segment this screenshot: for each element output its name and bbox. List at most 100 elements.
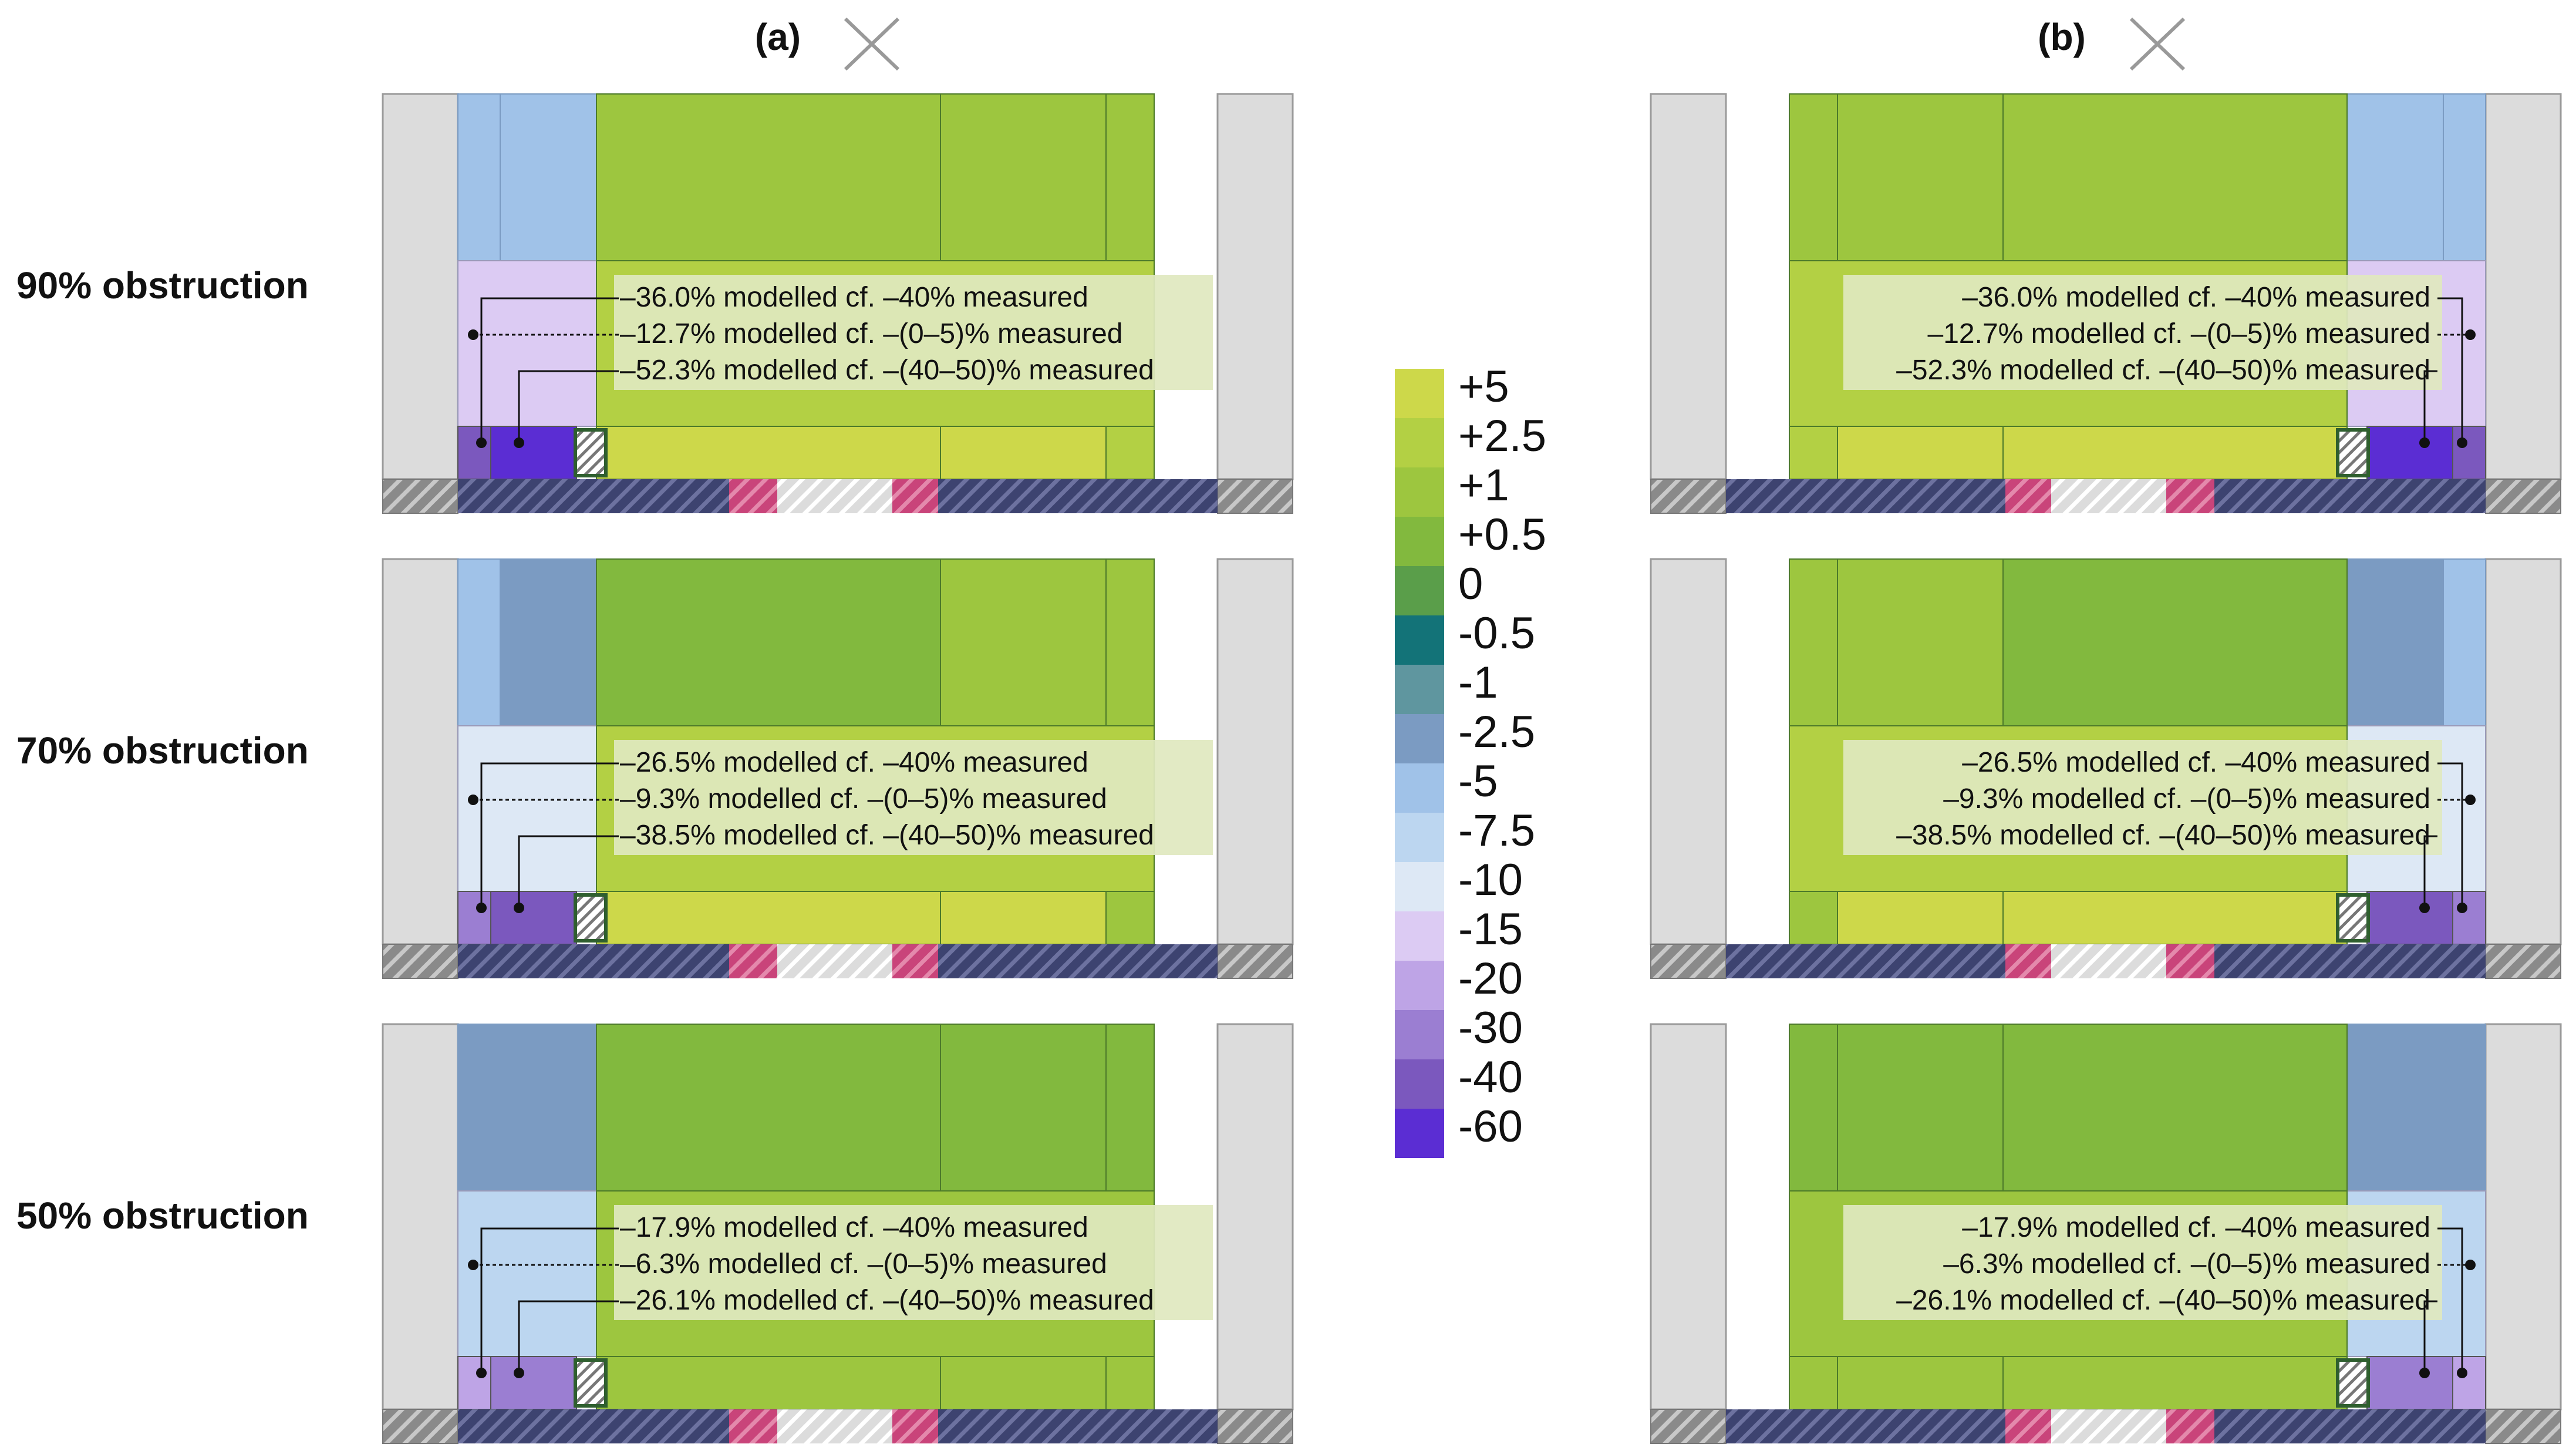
floor-light-center xyxy=(777,944,892,978)
side-zone-top-inner xyxy=(2346,93,2444,261)
left-wall xyxy=(2484,558,2562,945)
legend-swatch xyxy=(1395,665,1444,714)
right-wall xyxy=(1216,93,1294,480)
main-top-left xyxy=(596,558,941,726)
annotation-line-3: –38.5% modelled cf. –(40–50)% measured xyxy=(1896,820,2430,851)
floor-wall-hatch-right xyxy=(1650,479,1727,514)
floor-pink-right xyxy=(2005,1409,2051,1443)
annotation-line-1: –17.9% modelled cf. –40% measured xyxy=(1962,1212,2430,1243)
main-bottom-edge xyxy=(1789,426,1838,480)
corner-cell-inner xyxy=(490,426,577,480)
legend-tick-label: -20 xyxy=(1458,954,1523,1004)
floor-blue-right xyxy=(1726,944,2005,978)
floor-pink-right xyxy=(892,1409,938,1443)
corner-cell-outer xyxy=(2452,1356,2486,1410)
corner-cell-inner xyxy=(2366,1356,2453,1410)
legend-tick-label: -0.5 xyxy=(1458,608,1535,658)
floor-pink-left xyxy=(729,479,777,513)
legend-swatch xyxy=(1395,418,1444,467)
color-legend: +5+2.5+1+0.50-0.5-1-2.5-5-7.5-10-15-20-3… xyxy=(1395,362,1546,1158)
panel-b-label: (b) xyxy=(2038,16,2086,58)
floor-wall-hatch-left xyxy=(382,479,458,514)
floor-light-center xyxy=(2051,479,2166,513)
legend-swatch xyxy=(1395,813,1444,862)
annotation-line-1: –36.0% modelled cf. –40% measured xyxy=(620,282,1088,313)
left-wall xyxy=(382,93,459,480)
annotation-line-3: –52.3% modelled cf. –(40–50)% measured xyxy=(1896,355,2430,386)
leader-line-3 xyxy=(518,835,619,908)
left-wall xyxy=(2484,93,2562,480)
close-icon xyxy=(2129,17,2186,71)
legend-swatch xyxy=(1395,467,1444,517)
floor-light-center xyxy=(777,1409,892,1443)
floor-blue-left xyxy=(2214,1409,2486,1443)
leader-dot xyxy=(476,903,487,913)
legend-tick-label: +2.5 xyxy=(1458,411,1546,461)
annotation-line-3: –26.1% modelled cf. –(40–50)% measured xyxy=(620,1285,1154,1316)
leader-dot xyxy=(468,329,478,340)
floor-pink-right xyxy=(2005,479,2051,513)
annotation-box xyxy=(614,275,1213,390)
annotation-line-2: –9.3% modelled cf. –(0–5)% measured xyxy=(1943,783,2430,814)
floor-pink-right xyxy=(892,479,938,513)
legend-swatch xyxy=(1395,961,1444,1010)
leader-dot xyxy=(2419,1368,2430,1378)
main-top-left xyxy=(2002,558,2348,726)
main-top-right xyxy=(940,1024,1107,1192)
floor-blue-right xyxy=(938,1409,1218,1443)
legend-swatch xyxy=(1395,1010,1444,1059)
legend-swatch xyxy=(1395,763,1444,813)
corner-cell-outer xyxy=(457,1356,491,1410)
main-bottom-edge xyxy=(1789,1356,1838,1410)
close-icon xyxy=(844,17,900,71)
legend-tick-label: +0.5 xyxy=(1458,510,1546,560)
floor-light-center xyxy=(2051,944,2166,978)
floor-blue-right xyxy=(938,479,1218,513)
floor-pink-left xyxy=(729,944,777,978)
legend-swatch xyxy=(1395,615,1444,665)
legend-swatch xyxy=(1395,714,1444,763)
side-zone-top-inner xyxy=(2346,558,2444,726)
main-top-left xyxy=(2002,1024,2348,1192)
annotation-line-1: –26.5% modelled cf. –40% measured xyxy=(620,747,1088,778)
leader-line-3 xyxy=(2423,1300,2437,1373)
main-top-edge xyxy=(1105,1024,1155,1192)
corner-cell-outer xyxy=(2452,426,2486,480)
main-bottom-edge xyxy=(1105,1356,1155,1410)
main-bottom-left xyxy=(596,891,941,945)
legend-tick-label: +5 xyxy=(1458,362,1509,412)
corner-cell-outer xyxy=(2452,891,2486,945)
main-bottom-right xyxy=(940,891,1107,945)
main-top-right xyxy=(940,93,1107,261)
floor-blue-left xyxy=(458,944,729,978)
annotation-line-2: –6.3% modelled cf. –(0–5)% measured xyxy=(620,1248,1107,1280)
door-marker xyxy=(2336,428,2370,477)
floor-pink-right xyxy=(892,944,938,978)
side-zone-top-inner xyxy=(500,558,597,726)
leader-dot xyxy=(514,1368,524,1378)
panel-a-header: (a) xyxy=(755,16,900,71)
leader-line-1 xyxy=(2437,762,2463,908)
corner-cell-inner xyxy=(2366,426,2453,480)
annotation-box xyxy=(1843,740,2442,855)
row-label-90: 90% obstruction xyxy=(16,264,309,307)
floor-wall-hatch-right xyxy=(1650,944,1727,979)
annotation-box xyxy=(1843,1205,2442,1320)
leader-line-3 xyxy=(518,370,619,443)
leader-line-3 xyxy=(518,1300,619,1373)
side-zone-top-inner xyxy=(500,1024,597,1192)
main-bottom-left xyxy=(2002,426,2348,480)
leader-dot xyxy=(2457,437,2467,448)
corner-cell-inner xyxy=(490,1356,577,1410)
main-top-left xyxy=(2002,93,2348,261)
main-top-right xyxy=(1837,93,2004,261)
leader-dot xyxy=(514,437,524,448)
right-wall xyxy=(1216,1023,1294,1411)
corner-cell-outer xyxy=(457,891,491,945)
floor-blue-left xyxy=(2214,479,2486,513)
annotation-box xyxy=(614,740,1213,855)
side-zone-mid xyxy=(457,725,597,892)
right-wall xyxy=(1650,1023,1727,1411)
annotation-line-3: –38.5% modelled cf. –(40–50)% measured xyxy=(620,820,1154,851)
row-label-70: 70% obstruction xyxy=(16,729,309,772)
